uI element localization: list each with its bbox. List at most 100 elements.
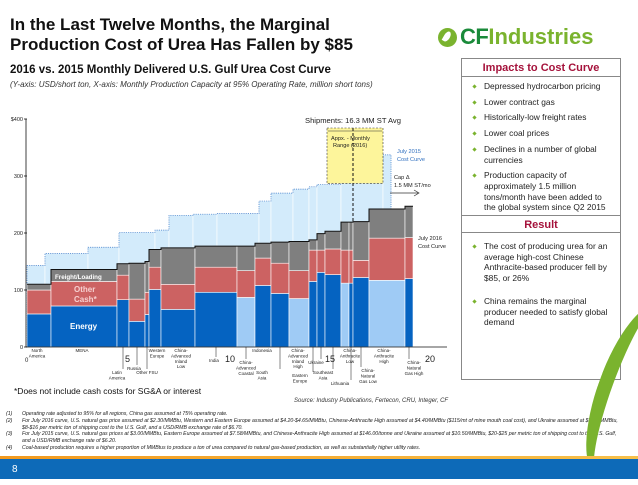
bar-freight-19 — [404, 205, 414, 238]
region-label: South Asia — [256, 370, 268, 380]
legend-other-2: Cash* — [74, 295, 98, 304]
bar-other-cash-17 — [352, 260, 370, 278]
bar-other-cash-13 — [316, 249, 326, 273]
shipments-range-box — [326, 127, 384, 184]
bar-freight-12 — [308, 239, 318, 251]
region-label: Other FSU — [136, 370, 158, 375]
title-line-1: In the Last Twelve Months, the Marginal — [10, 15, 330, 34]
list-item: Lower contract gas — [472, 97, 614, 108]
leaf-icon — [438, 27, 457, 47]
bar-energy-6 — [160, 309, 196, 348]
impacts-panel: Impacts to Cost Curve Depressed hydrocar… — [461, 58, 621, 380]
bar-other-cash-11 — [288, 270, 310, 299]
bar-other-cash-0 — [26, 289, 52, 315]
bar-freight-10 — [270, 241, 290, 264]
footnote-number: (1) — [6, 411, 13, 417]
bar-other-cash-7 — [194, 266, 238, 293]
region-label: Indonesia — [252, 348, 272, 353]
list-item: Depressed hydrocarbon pricing — [472, 81, 614, 92]
footnote-text: For July 2016 curve, U.S. natural gas pr… — [22, 417, 618, 431]
bar-other-cash-16 — [348, 249, 354, 284]
list-item: Declines in a number of global currencie… — [472, 144, 614, 165]
bar-freight-15 — [340, 221, 350, 251]
footnote: (1) Operating rate adjusted to 95% for al… — [6, 411, 626, 418]
footnote-number: (4) — [6, 444, 13, 451]
bar-energy-2 — [116, 299, 130, 348]
list-item: Historically-low freight rates — [472, 112, 614, 123]
bar-other-cash-1 — [50, 281, 118, 307]
july-2015-label-2: Cost Curve — [397, 157, 425, 163]
cost-curve-chart: 0 100 200 300 $400 0 5 10 15 20 North America MENA L… — [11, 116, 447, 386]
region-label: Western Europe — [149, 348, 166, 358]
bar-energy-14 — [324, 274, 342, 348]
result-list: The cost of producing urea for an averag… — [462, 233, 620, 328]
footnote-number: (3) — [6, 431, 13, 438]
region-label: Ukraine — [308, 360, 324, 365]
bar-freight-18 — [368, 208, 406, 239]
region-label: Lithuania — [331, 381, 350, 386]
bar-freight-14 — [324, 230, 342, 250]
logo-industries: Industries — [488, 24, 594, 49]
bar-freight-9 — [254, 242, 272, 259]
footnote-text: Operating rate adjusted to 95% for all r… — [22, 411, 228, 417]
bar-other-cash-14 — [324, 248, 342, 275]
annotations-group: Shipments: 16.3 MM ST Avg Appx. - Monthl… — [55, 116, 446, 331]
result-title: Result — [462, 215, 620, 234]
bar-freight-8 — [236, 245, 256, 271]
cap-label-2: 1.5 MM ST/mo — [394, 183, 431, 189]
bar-energy-15 — [340, 282, 350, 348]
logo-cf: CF — [460, 24, 489, 49]
title-line-2: Production Cost of Urea Has Fallen by $8… — [10, 35, 353, 54]
y-tick-label: $400 — [11, 117, 23, 123]
bar-energy-0 — [26, 313, 52, 348]
page-number: 8 — [12, 464, 18, 475]
curve-2015-line — [26, 154, 392, 347]
legend-freight: Freight/Loading — [55, 274, 102, 281]
impacts-title: Impacts to Cost Curve — [462, 59, 620, 77]
range-label-1: Appx. - Monthly — [331, 136, 370, 142]
bar-energy-10 — [270, 293, 290, 348]
region-label: China-Advanced Inland Low — [171, 348, 192, 369]
bar-energy-8 — [236, 297, 256, 348]
list-item: China remains the marginal producer need… — [472, 296, 614, 328]
footnote: (2) For July 2016 curve, U.S. natural gas… — [6, 418, 626, 432]
bar-energy-18 — [368, 280, 406, 348]
bar-other-cash-19 — [404, 237, 414, 279]
axes-group: 0 100 200 300 $400 0 5 10 15 20 — [11, 117, 447, 364]
region-label: Eastern Europe — [292, 373, 308, 383]
region-label: North America — [29, 348, 46, 358]
footnote-text: For July 2015 curve, U.S. natural gas pr… — [22, 431, 617, 445]
legend-energy: Energy — [70, 322, 98, 331]
region-label: India — [209, 358, 219, 363]
bar-other-cash-2 — [116, 274, 130, 300]
bar-freight-17 — [352, 221, 370, 261]
footnote: (4) Coal-based production requires a high… — [6, 445, 626, 452]
footer-accent-line — [0, 456, 638, 459]
cap-label-1: Cap Δ — [394, 175, 410, 181]
y-tick-label: 100 — [14, 288, 23, 294]
bar-freight-4 — [144, 261, 150, 293]
bar-other-cash-18 — [368, 237, 406, 281]
bar-energy-13 — [316, 272, 326, 348]
list-item: Production capacity of approximately 1.5… — [472, 170, 614, 213]
bar-energy-16 — [348, 282, 354, 348]
bar-energy-3 — [128, 321, 146, 348]
bar-freight-11 — [288, 241, 310, 271]
region-label: China-Anthracite High — [374, 348, 395, 364]
region-label: MENA — [75, 348, 88, 353]
region-label: Southeast Asia — [313, 370, 334, 380]
bar-energy-5 — [148, 289, 162, 348]
legend-other-1: Other — [74, 285, 95, 294]
y-tick-label: 300 — [14, 174, 23, 180]
footer-bar: 8 — [0, 459, 638, 479]
bar-other-cash-9 — [254, 257, 272, 286]
bar-freight-5 — [148, 249, 162, 268]
cap-arrow-head-icon — [413, 189, 420, 197]
july-2016-label-2: Cost Curve — [418, 244, 446, 250]
region-label: China-Natural Gas Low — [359, 368, 378, 384]
region-label: Latin America — [109, 370, 126, 380]
bar-freight-13 — [316, 233, 326, 251]
y-tick-label: 200 — [14, 231, 23, 237]
bar-freight-7 — [194, 245, 238, 268]
bar-other-cash-15 — [340, 249, 350, 284]
